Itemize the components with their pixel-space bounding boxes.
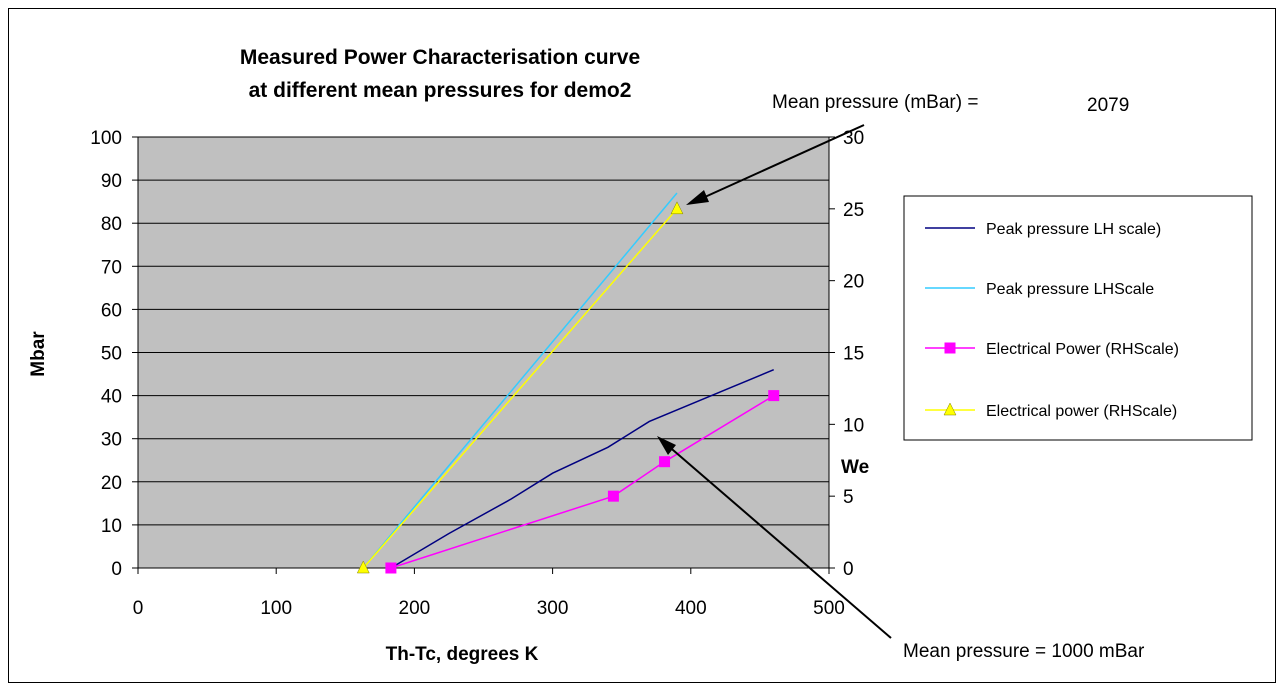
legend-label-3: Electrical Power (RHScale) bbox=[986, 341, 1179, 358]
y-tick-label-70: 70 bbox=[101, 257, 122, 278]
arrow-2079 bbox=[695, 124, 865, 202]
series-3-line bbox=[390, 394, 775, 569]
x-tick-label-500: 500 bbox=[813, 598, 845, 619]
y-tick-label-10: 10 bbox=[101, 516, 122, 537]
legend-box bbox=[903, 195, 1253, 441]
y2-tick-label-20: 20 bbox=[843, 272, 864, 293]
legend: Peak pressure LH scale) Peak pressure LHS… bbox=[903, 195, 1253, 441]
legend-marker-4 bbox=[943, 402, 957, 416]
arrowhead-2079 bbox=[686, 190, 709, 205]
y-axis-label: Mbar bbox=[28, 331, 49, 377]
y-tick-label-50: 50 bbox=[101, 344, 122, 365]
y-tick-label-40: 40 bbox=[101, 387, 122, 408]
annotation-value-2079: 2079 bbox=[1087, 95, 1129, 116]
y2-tick-label-15: 15 bbox=[843, 344, 864, 365]
series-4-point-2 bbox=[670, 201, 684, 215]
series-4-point-1 bbox=[356, 560, 370, 574]
x-tick-label-400: 400 bbox=[675, 598, 707, 619]
chart-title-line-1: Measured Power Characterisation curve bbox=[240, 46, 640, 69]
y-tick-label-90: 90 bbox=[101, 171, 122, 192]
series-3-point-3 bbox=[659, 456, 671, 468]
series-4 bbox=[356, 201, 684, 574]
series-group bbox=[356, 192, 780, 574]
legend-label-1: Peak pressure LH scale) bbox=[986, 221, 1161, 238]
series-3 bbox=[385, 390, 780, 574]
y2-tick-label-25: 25 bbox=[843, 200, 864, 221]
annotation-mean-pressure-1000: Mean pressure = 1000 mBar bbox=[903, 641, 1145, 662]
y-tick-label-100: 100 bbox=[90, 128, 122, 149]
x-tick-label-300: 300 bbox=[537, 598, 569, 619]
series-3-point-1 bbox=[385, 562, 397, 574]
arrow-1000 bbox=[665, 443, 892, 639]
x-tick-label-100: 100 bbox=[260, 598, 292, 619]
arrowhead-1000 bbox=[657, 436, 676, 455]
grid-lines bbox=[138, 136, 829, 526]
y-tick-label-20: 20 bbox=[101, 473, 122, 494]
y-tick-label-80: 80 bbox=[101, 214, 122, 235]
y2-axis-label: We bbox=[841, 457, 869, 478]
chart-title-line-2: at different mean pressures for demo2 bbox=[249, 79, 632, 102]
y2-tick-label-30: 30 bbox=[843, 128, 864, 149]
legend-marker-3 bbox=[944, 342, 956, 354]
annotation-mean-pressure-2079: Mean pressure (mBar) = bbox=[772, 92, 978, 113]
series-1 bbox=[390, 369, 775, 569]
y-tick-label-30: 30 bbox=[101, 430, 122, 451]
y-ticks: 0 10 20 30 40 50 60 70 80 90 100 bbox=[90, 128, 138, 580]
y2-tick-label-5: 5 bbox=[843, 487, 854, 508]
y2-ticks: 0 5 10 15 20 25 30 bbox=[829, 128, 864, 580]
y-tick-label-0: 0 bbox=[111, 559, 122, 580]
x-tick-label-200: 200 bbox=[399, 598, 431, 619]
y2-tick-label-10: 10 bbox=[843, 415, 864, 436]
y-tick-label-60: 60 bbox=[101, 300, 122, 321]
y2-tick-label-0: 0 bbox=[843, 559, 854, 580]
series-2 bbox=[362, 192, 678, 569]
series-2-line bbox=[362, 192, 678, 569]
legend-label-2: Peak pressure LHScale bbox=[986, 281, 1154, 298]
x-tick-label-0: 0 bbox=[133, 598, 144, 619]
legend-label-4: Electrical power (RHScale) bbox=[986, 403, 1177, 420]
chart-frame bbox=[8, 8, 1276, 683]
x-axis-label: Th-Tc, degrees K bbox=[386, 644, 539, 665]
annotation-arrows bbox=[657, 124, 892, 639]
series-4-line bbox=[362, 208, 678, 569]
series-3-point-4 bbox=[768, 390, 780, 402]
x-ticks: 0 100 200 300 400 500 bbox=[133, 568, 845, 619]
series-3-point-2 bbox=[607, 490, 619, 502]
series-1-line bbox=[390, 369, 775, 569]
